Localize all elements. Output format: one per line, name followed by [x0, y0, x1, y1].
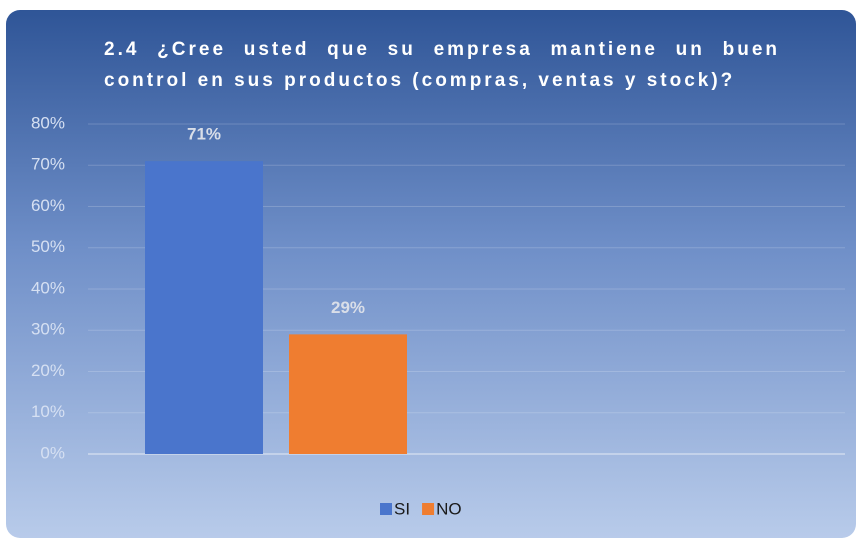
legend-swatch: [380, 503, 392, 515]
bar: [289, 334, 407, 454]
legend-label: NO: [436, 499, 462, 518]
chart-title: 2.4 ¿Cree usted que su empresa mantiene …: [104, 39, 780, 91]
y-tick-label: 60%: [31, 196, 65, 215]
legend-label: SI: [394, 499, 410, 518]
y-tick-label: 80%: [31, 113, 65, 132]
data-label: 29%: [331, 298, 365, 317]
y-tick-label: 70%: [31, 155, 65, 174]
y-tick-label: 40%: [31, 278, 65, 297]
y-tick-label: 0%: [40, 443, 65, 462]
y-tick-label: 20%: [31, 361, 65, 380]
data-label: 71%: [187, 125, 221, 144]
y-tick-label: 30%: [31, 320, 65, 339]
bar: [145, 161, 263, 454]
y-tick-label: 10%: [31, 402, 65, 421]
legend-swatch: [422, 503, 435, 515]
y-tick-label: 50%: [31, 237, 65, 256]
